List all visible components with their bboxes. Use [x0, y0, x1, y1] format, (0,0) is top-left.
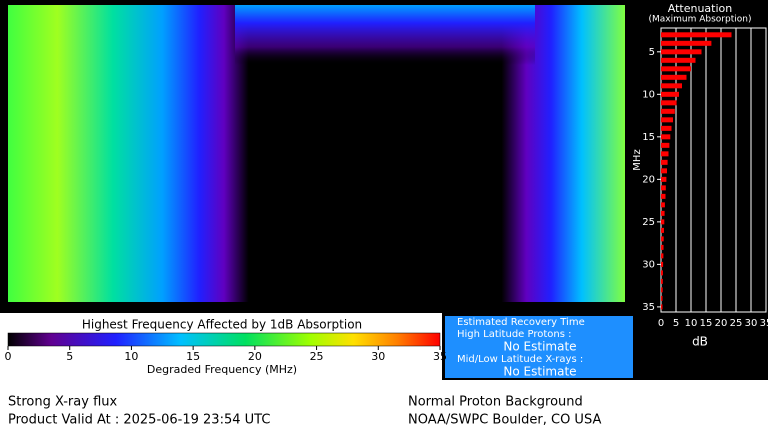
footer-text: Strong X-ray flux — [8, 395, 117, 410]
bar — [661, 210, 665, 216]
colorbar-tick-label: 5 — [66, 350, 73, 363]
bar — [661, 32, 732, 38]
bar — [661, 108, 675, 114]
colorbar-tick-label: 10 — [124, 350, 138, 363]
footer-text: NOAA/SWPC Boulder, CO USA — [408, 413, 601, 428]
bar — [661, 159, 668, 165]
recovery-box — [445, 316, 633, 378]
bar — [661, 134, 671, 140]
x-tick-label: 20 — [715, 318, 728, 329]
colorbar-panel — [0, 313, 442, 380]
bar — [661, 151, 669, 157]
x-tick-label: 25 — [730, 318, 743, 329]
x-tick-label: 15 — [700, 318, 713, 329]
chart-subtitle: (Maximum Absorption) — [649, 15, 752, 25]
bar — [661, 270, 663, 276]
bar — [661, 176, 667, 182]
bar — [661, 227, 664, 233]
y-tick-label: 15 — [642, 132, 655, 143]
bar — [661, 244, 664, 250]
bar — [661, 168, 667, 174]
recovery-value: No Estimate — [503, 365, 576, 379]
bar — [661, 219, 665, 225]
bar — [661, 295, 663, 301]
bar — [661, 261, 664, 267]
bar — [661, 57, 696, 63]
bar — [661, 83, 682, 89]
y-axis-label: MHz — [632, 149, 643, 170]
bar — [661, 40, 712, 46]
bar — [661, 202, 665, 208]
y-tick-label: 30 — [642, 259, 655, 270]
bar — [661, 304, 663, 310]
colorbar-label: Degraded Frequency (MHz) — [147, 363, 297, 376]
map-polar-band — [235, 5, 535, 65]
colorbar-tick-label: 35 — [433, 350, 447, 363]
colorbar-tick-label: 15 — [186, 350, 200, 363]
bar — [661, 91, 679, 97]
y-tick-label: 5 — [649, 47, 655, 58]
bar — [661, 287, 663, 293]
bar — [661, 193, 666, 199]
colorbar-tick-label: 20 — [248, 350, 262, 363]
bar — [661, 66, 691, 72]
bar — [661, 236, 664, 242]
colorbar-tick-label: 0 — [5, 350, 12, 363]
colorbar-tick-label: 25 — [310, 350, 324, 363]
recovery-label: High Latitude Protons : — [457, 329, 572, 340]
bar — [661, 74, 687, 80]
y-tick-label: 25 — [642, 217, 655, 228]
colorbar — [7, 332, 441, 347]
recovery-title: Estimated Recovery Time — [457, 317, 585, 328]
bar — [661, 100, 677, 106]
footer-text: Normal Proton Background — [408, 395, 583, 410]
y-tick-label: 20 — [642, 174, 655, 185]
recovery-label: Mid/Low Latitude X-rays : — [457, 354, 583, 365]
bar — [661, 125, 672, 131]
bar — [661, 278, 663, 284]
x-tick-label: 0 — [658, 318, 664, 329]
bar — [661, 142, 670, 148]
bar — [661, 185, 666, 191]
colorbar-title: Highest Frequency Affected by 1dB Absorp… — [82, 318, 362, 332]
bar — [661, 49, 702, 55]
x-axis-label: dB — [692, 335, 708, 349]
bar — [661, 117, 673, 123]
bar — [661, 253, 664, 259]
recovery-value: No Estimate — [503, 340, 576, 354]
colorbar-tick-label: 30 — [371, 350, 385, 363]
chart-title: Attenuation — [668, 2, 733, 15]
x-tick-label: 35 — [760, 318, 768, 329]
y-tick-label: 10 — [642, 89, 655, 100]
x-tick-label: 30 — [745, 318, 758, 329]
x-tick-label: 10 — [685, 318, 698, 329]
footer-text: Product Valid At : 2025-06-19 23:54 UTC — [8, 413, 270, 428]
x-tick-label: 5 — [673, 318, 679, 329]
y-tick-label: 35 — [642, 302, 655, 313]
